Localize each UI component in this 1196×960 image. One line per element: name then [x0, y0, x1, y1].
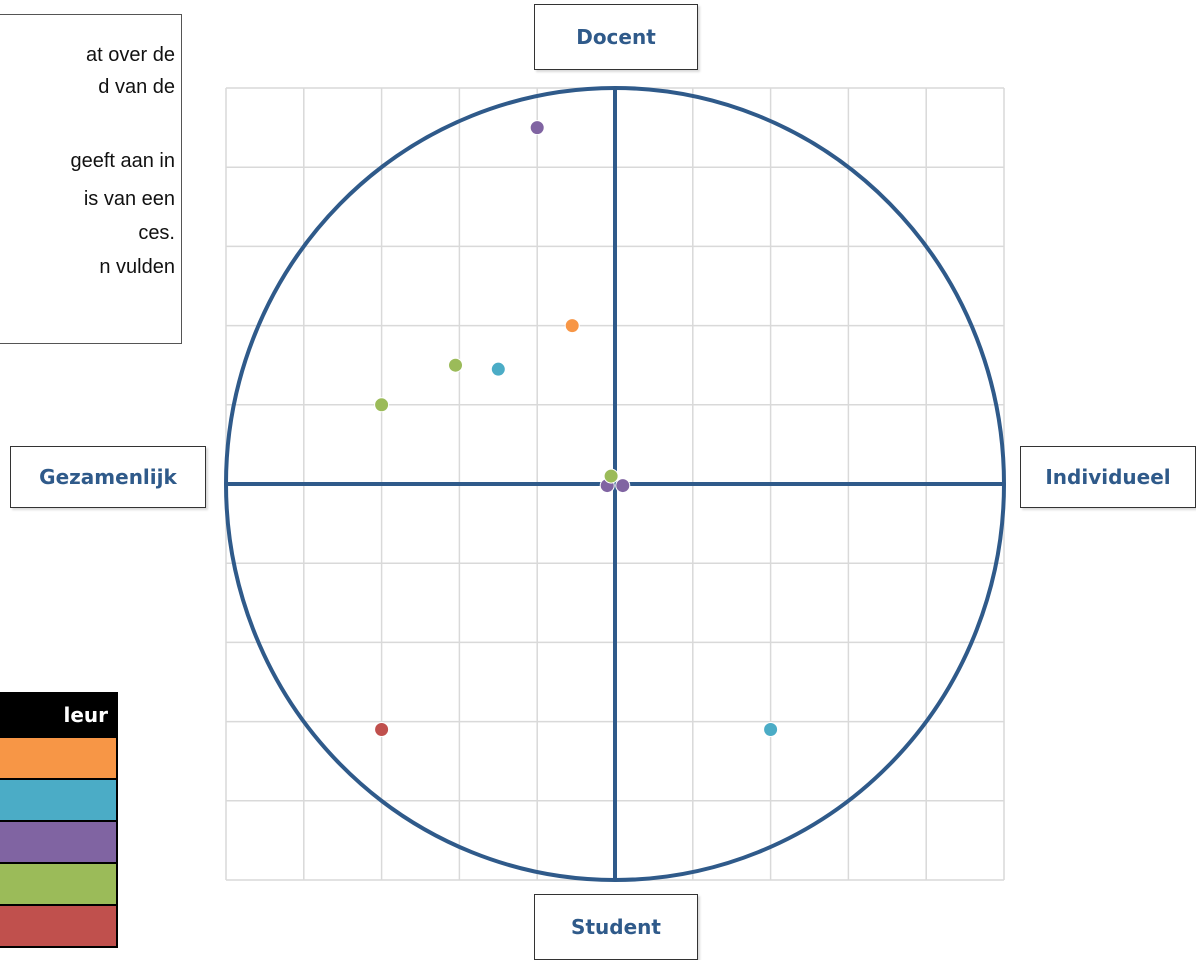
axis-label-right: Individueel — [1020, 446, 1196, 508]
textbox-line: geeft aan in — [70, 150, 175, 172]
textbox-line: is van een — [83, 188, 175, 210]
legend-swatch-red — [0, 906, 116, 946]
textbox-line: ces. — [138, 222, 175, 244]
axis-label-top: Docent — [534, 4, 698, 70]
data-point — [615, 478, 631, 494]
legend-swatch-purple — [0, 822, 116, 862]
legend-swatch-blue — [0, 780, 116, 820]
axis-label-bottom: Student — [534, 894, 698, 960]
data-point — [763, 722, 779, 738]
data-point — [603, 468, 619, 484]
textbox-line: d van de — [98, 76, 175, 98]
textbox-line: at over de — [86, 44, 175, 66]
legend-swatch-green — [0, 864, 116, 904]
data-point — [490, 361, 506, 377]
legend-swatch-orange — [0, 738, 116, 778]
instruction-textbox: at over de d van de geeft aan in is van … — [0, 14, 182, 344]
data-point — [529, 120, 545, 136]
color-legend: leur — [0, 692, 118, 948]
legend-header: leur — [0, 694, 116, 736]
axis-label-left: Gezamenlijk — [10, 446, 206, 508]
data-points — [374, 120, 779, 738]
data-point — [564, 318, 580, 334]
data-point — [374, 397, 390, 413]
data-point — [374, 722, 390, 738]
textbox-line: n vulden — [99, 256, 175, 278]
data-point — [448, 357, 464, 373]
